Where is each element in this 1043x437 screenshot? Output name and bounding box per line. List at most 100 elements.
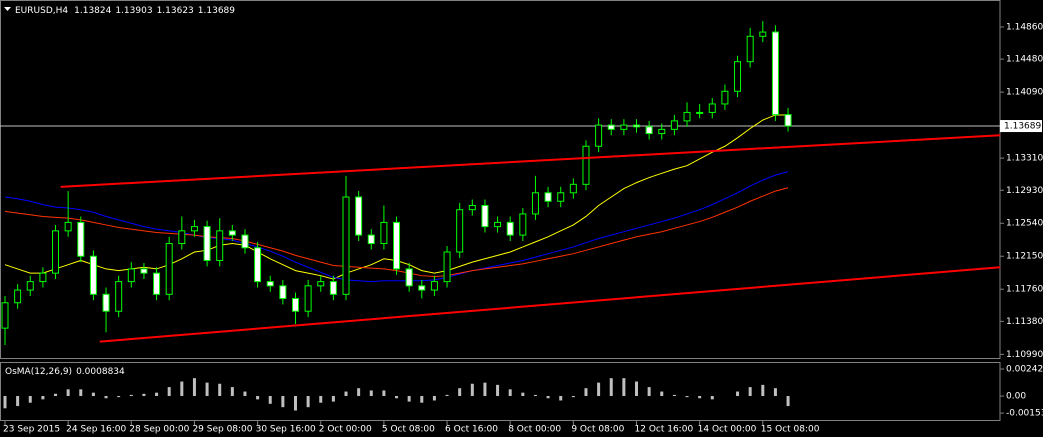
price-label: 1.13689 <box>1004 122 1041 132</box>
x-tick-label: 2 Oct 00:00 <box>319 425 372 435</box>
candle-body <box>696 111 704 114</box>
osma-bar <box>117 396 121 398</box>
menu-triangle[interactable] <box>4 7 11 11</box>
trendline <box>99 266 1001 343</box>
osma-bar <box>546 396 550 399</box>
osma-value: 0.0008834 <box>76 367 125 377</box>
osma-bar <box>470 383 474 397</box>
osma-bar <box>142 393 146 397</box>
osma-bar <box>344 391 348 397</box>
trendline <box>60 134 1001 188</box>
osma-bar <box>129 394 133 397</box>
candle-body <box>241 234 249 249</box>
candle-body <box>456 209 464 253</box>
candle-body <box>279 285 287 300</box>
candle-body <box>418 285 426 291</box>
candle-body <box>494 221 502 228</box>
candle-body <box>203 226 211 261</box>
osma-bar <box>698 396 702 399</box>
osma-bar <box>710 396 714 400</box>
osma-bar <box>243 391 247 397</box>
candle-body <box>595 124 603 147</box>
osma-bar <box>54 393 58 397</box>
candle-body <box>746 35 754 63</box>
osma-bar <box>16 396 20 407</box>
osma-bar <box>218 383 222 397</box>
candle-body <box>216 230 224 261</box>
osma-bar <box>192 378 196 397</box>
osma-bar <box>319 396 323 403</box>
osma-bar <box>357 388 361 397</box>
osma-bar <box>331 396 335 402</box>
y-tick-label: 1.13310 <box>1006 154 1043 164</box>
y-tick-label: 1.11380 <box>1006 317 1043 327</box>
candle-body <box>721 90 729 105</box>
x-tick-label: 6 Oct 16:00 <box>445 425 498 435</box>
candle-body <box>153 272 161 295</box>
x-tick-label: 12 Oct 16:00 <box>635 425 694 435</box>
osma-bar <box>445 394 449 397</box>
osma-bar <box>685 396 689 398</box>
osma-bar <box>268 396 272 404</box>
x-tick-label: 23 Sep 2015 <box>3 425 60 435</box>
candle-body <box>506 221 514 236</box>
osma-bar <box>281 396 285 408</box>
candle-body <box>393 221 401 270</box>
osma-bar <box>609 378 613 397</box>
candle-body <box>190 226 198 232</box>
candle-body <box>367 234 375 245</box>
y-tick-label: 1.10990 <box>1006 350 1043 360</box>
candle-body <box>266 281 274 287</box>
candle-body <box>468 204 476 211</box>
candle-body <box>165 243 173 295</box>
osma-bar <box>584 388 588 397</box>
x-tick-label: 30 Sep 16:00 <box>256 425 316 435</box>
candle-body <box>708 103 716 113</box>
candle-body <box>115 281 123 312</box>
osma-bar <box>672 394 676 397</box>
candle-body <box>39 272 47 283</box>
candle-body <box>670 120 678 130</box>
y-tick-label: -0.001530 <box>1006 409 1043 419</box>
osma-bar <box>622 378 626 397</box>
osma-bar <box>748 387 752 397</box>
candle-body <box>405 268 413 287</box>
osma-bar <box>571 396 575 398</box>
header-open: 1.13824 <box>74 6 111 16</box>
y-tick-label: 1.12930 <box>1006 186 1043 196</box>
osma-bar <box>660 391 664 397</box>
candle-body <box>582 145 590 185</box>
candle-body <box>1 302 9 329</box>
osma-bar <box>256 396 260 400</box>
candle-body <box>607 124 615 130</box>
osma-bar <box>205 382 209 397</box>
osma-bar <box>91 392 95 397</box>
chart-header: EURUSD,H4 1.13824 1.13903 1.13623 1.13689 <box>15 6 235 16</box>
osma-title: OsMA(12,26,9) <box>5 367 72 377</box>
header-high: 1.13903 <box>115 6 152 16</box>
candle-body <box>64 221 72 232</box>
x-tick-label: 8 Oct 00:00 <box>508 425 561 435</box>
osma-bar <box>293 396 297 411</box>
candle-body <box>519 213 527 236</box>
candle-body <box>481 204 489 228</box>
chart-title: EURUSD,H4 <box>15 6 68 16</box>
osma-bar <box>167 387 171 397</box>
x-tick-label: 14 Oct 00:00 <box>698 425 757 435</box>
osma-bar <box>41 396 45 400</box>
osma-bar <box>432 396 436 401</box>
osma-bar <box>559 396 563 401</box>
candle-body <box>178 230 186 245</box>
osma-bar <box>66 389 70 397</box>
header-close: 1.13689 <box>198 6 235 16</box>
candle-body <box>291 298 299 312</box>
y-tick-label: 1.14480 <box>1006 55 1043 65</box>
x-tick-label: 28 Sep 00:00 <box>129 425 189 435</box>
x-tick-label: 29 Sep 08:00 <box>192 425 252 435</box>
candle-body <box>620 124 628 130</box>
candle-body <box>329 281 337 295</box>
candle-body <box>734 61 742 92</box>
osma-bar <box>483 382 487 397</box>
osma-bar <box>382 390 386 397</box>
